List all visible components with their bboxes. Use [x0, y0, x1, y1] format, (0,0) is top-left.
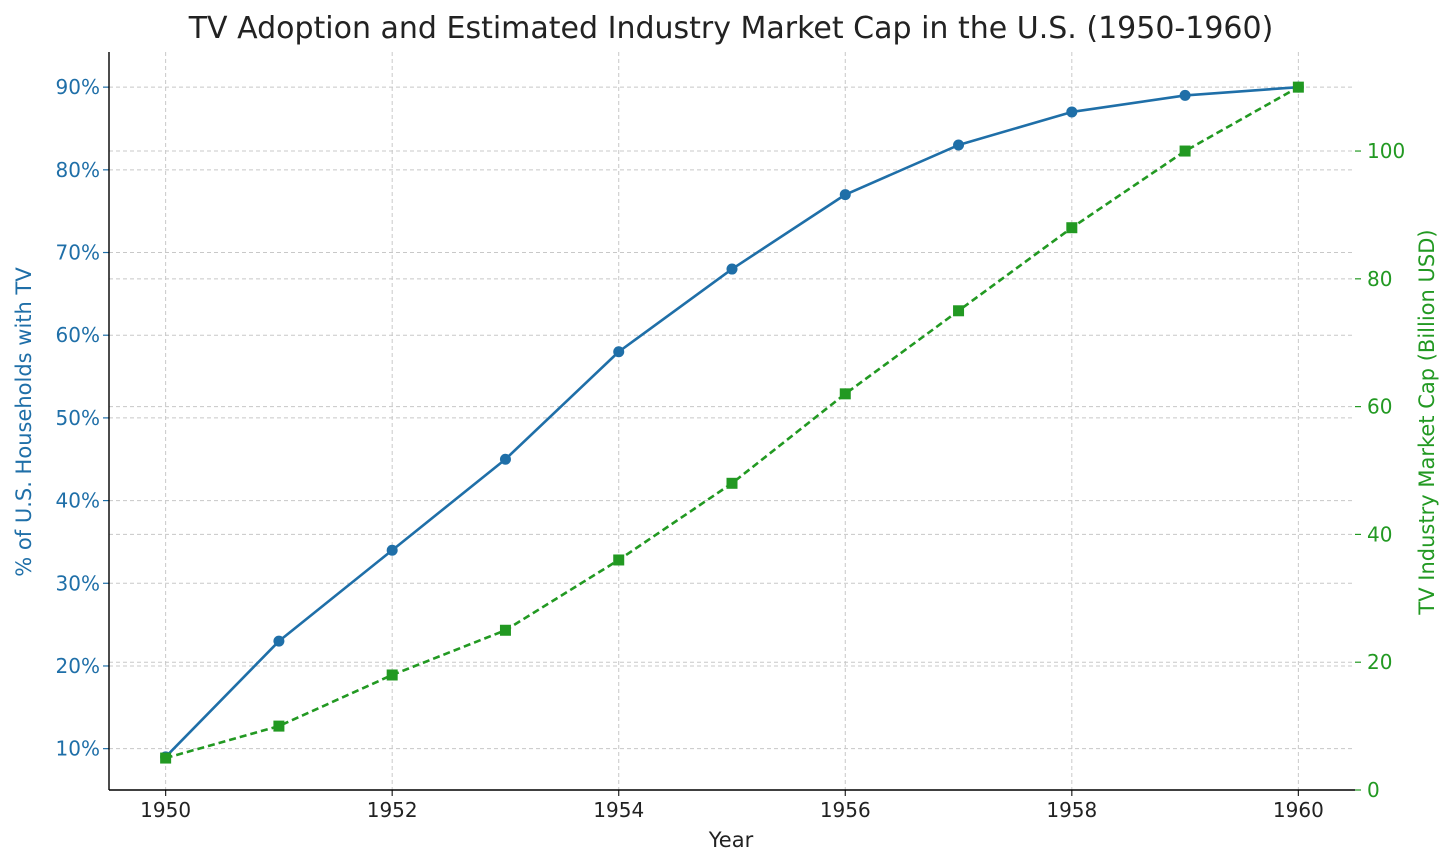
data-point-right [1179, 145, 1191, 157]
series-layer [160, 81, 1304, 764]
x-tick-label: 1950 [140, 798, 191, 822]
y-axis-left-label: % of U.S. Households with TV [12, 267, 36, 577]
data-point-left [273, 635, 285, 647]
y-right-tick-label: 20 [1367, 650, 1392, 674]
y-left-tick-label: 50% [56, 406, 100, 430]
data-point-left [613, 346, 625, 358]
y-left-tick-label: 10% [56, 737, 100, 761]
data-point-right [386, 669, 398, 681]
data-point-left [1066, 106, 1078, 118]
y-left-tick-label: 40% [56, 489, 100, 513]
series-line-right [165, 86, 1300, 760]
y-left-tick-label: 20% [56, 654, 100, 678]
data-point-left [1179, 89, 1191, 101]
grid-lines [109, 52, 1355, 790]
y-left-tick-label: 30% [56, 571, 100, 595]
data-point-right [613, 554, 625, 566]
y-right-tick-label: 60 [1367, 395, 1392, 419]
data-point-right [953, 305, 965, 317]
x-tick-label: 1952 [367, 798, 418, 822]
data-point-right [1066, 222, 1078, 234]
y-left-tick-label: 60% [56, 323, 100, 347]
y-right-tick-label: 40 [1367, 522, 1392, 546]
y-left-tick-label: 70% [56, 241, 100, 265]
y-right-tick-label: 80 [1367, 267, 1392, 291]
data-point-left [726, 263, 738, 275]
y-right-tick-label: 0 [1367, 778, 1380, 802]
x-tick-label: 1956 [820, 798, 871, 822]
data-point-right [499, 624, 511, 636]
data-point-left [953, 139, 965, 151]
x-tick-label: 1954 [593, 798, 644, 822]
y-right-tick-label: 100 [1367, 139, 1405, 163]
data-point-right [273, 720, 285, 732]
axes: 1950 1952 1954 1956 1958 1960 10% 20% 30% 40% 50% 6… [56, 52, 1405, 822]
series-line-left [164, 85, 1299, 758]
x-tick-label: 1958 [1046, 798, 1097, 822]
y-axis-right-label: TV Industry Market Cap (Billion USD) [1415, 229, 1439, 615]
data-point-left [839, 189, 851, 201]
x-axis-label: Year [708, 828, 754, 852]
data-point-left [499, 453, 511, 465]
y-left-tick-label: 90% [56, 75, 100, 99]
x-tick-label: 1960 [1273, 798, 1324, 822]
data-point-right [1292, 81, 1304, 93]
data-point-right [726, 477, 738, 489]
y-left-tick-label: 80% [56, 158, 100, 182]
chart-title: TV Adoption and Estimated Industry Marke… [188, 11, 1274, 46]
data-point-right [839, 388, 851, 400]
data-point-left [386, 544, 398, 556]
data-point-right [160, 752, 172, 764]
